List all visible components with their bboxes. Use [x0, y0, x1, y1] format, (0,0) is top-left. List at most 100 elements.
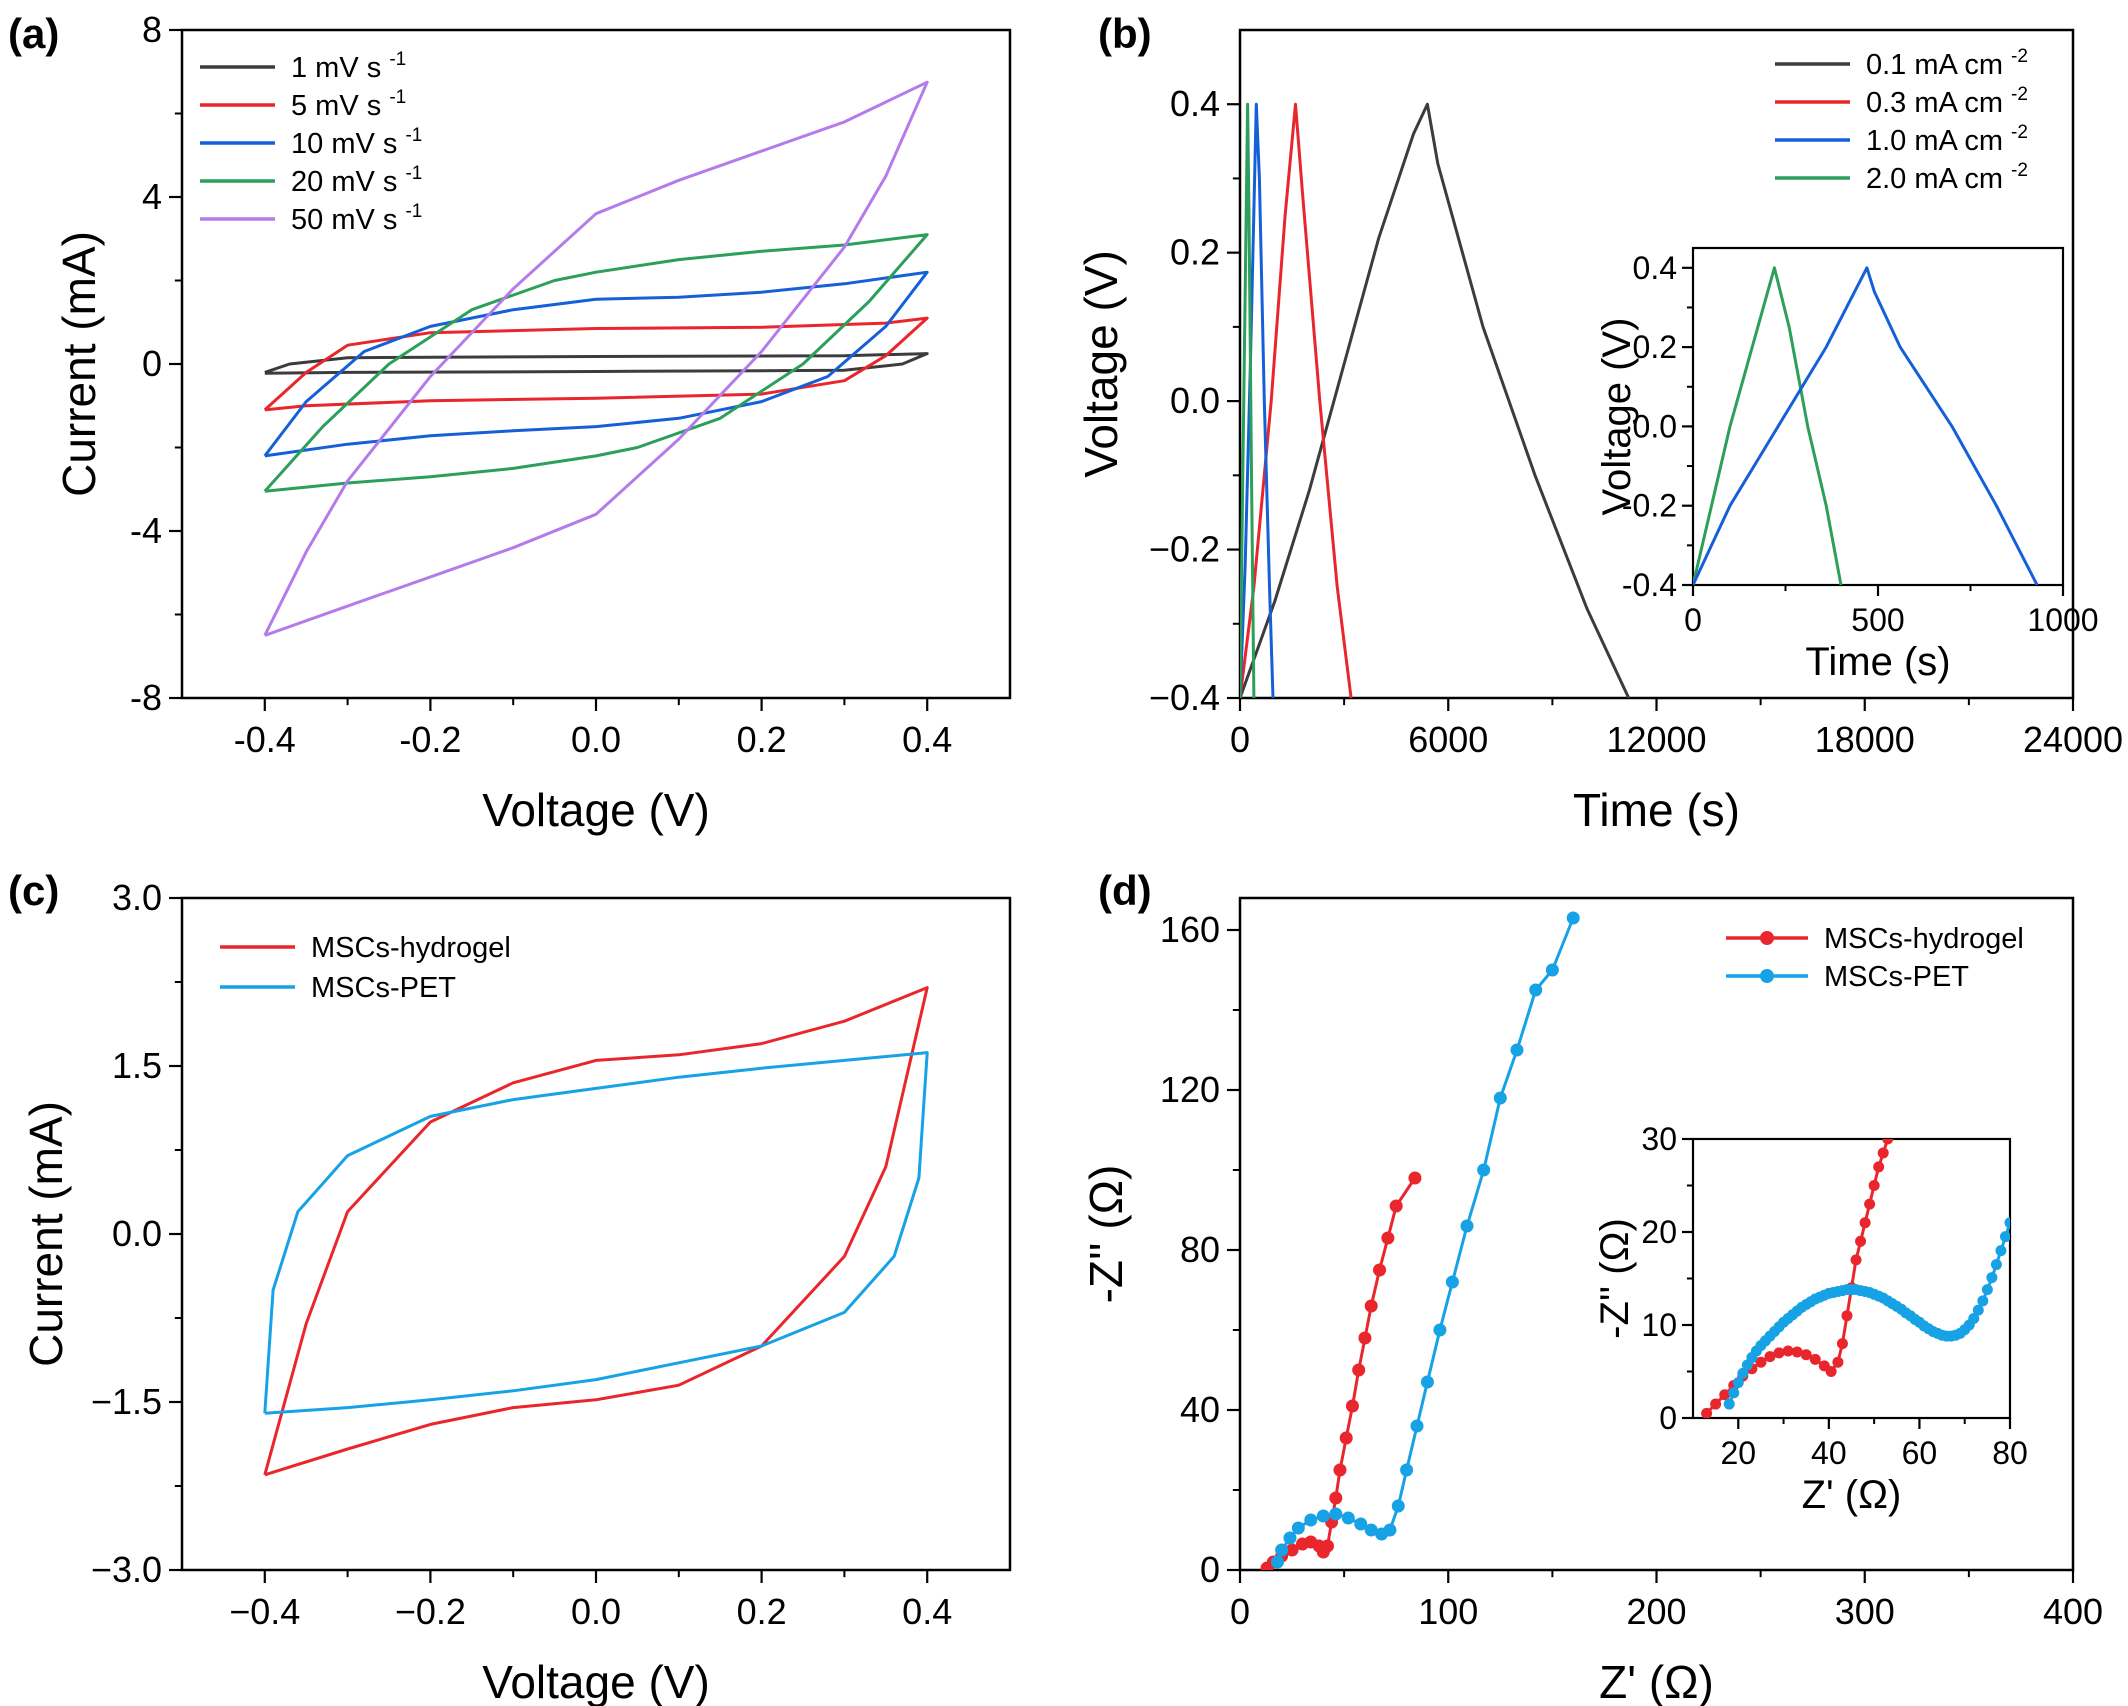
data-point	[1460, 1219, 1474, 1233]
data-point	[1341, 1511, 1355, 1525]
data-point	[1283, 1531, 1297, 1545]
x-tick-label: 0	[1684, 602, 1702, 638]
legend-label: 0.1 mA cm -2	[1866, 46, 2028, 81]
y-axis-title: Voltage (V)	[1075, 250, 1127, 478]
series-line	[1240, 102, 1275, 698]
data-point	[1868, 1180, 1880, 1191]
y-tick-label: -0.2	[1622, 488, 1677, 524]
series-line	[1240, 102, 1353, 698]
y-tick-label: 120	[1160, 1069, 1220, 1110]
y-tick-label: 30	[1641, 1121, 1677, 1157]
data-point	[1275, 1543, 1289, 1557]
data-point	[1850, 1254, 1862, 1266]
y-tick-label: 8	[142, 9, 162, 50]
x-tick-label: −0.2	[395, 1591, 466, 1632]
y-tick-label: 160	[1160, 909, 1220, 950]
y-tick-label: -4	[130, 510, 162, 551]
data-point	[1381, 1231, 1395, 1245]
data-point	[1389, 1199, 1403, 1213]
data-point	[1529, 983, 1543, 997]
x-tick-label: 12000	[1606, 719, 1706, 760]
series-line	[1240, 102, 1631, 698]
y-tick-label: 0.0	[1170, 380, 1220, 421]
y-axis-title: Voltage (V)	[1595, 318, 1639, 516]
panel-1-axes: 0 6000 12000 18000 24000 0.4 0.2 0.0 −0.2 −0.4 Tim…	[1075, 28, 2123, 836]
legend-marker	[1760, 969, 1774, 983]
inset-3-axes: 20 40 60 80 30 20 10 0 Z' (Ω) -Z'' (Ω)	[1593, 1121, 2028, 1517]
x-tick-label: 80	[1992, 1435, 2028, 1471]
series-line	[263, 1051, 929, 1415]
data-point	[1329, 1507, 1343, 1521]
data-point	[1364, 1299, 1378, 1313]
data-point	[1972, 1304, 1984, 1316]
data-point	[1358, 1331, 1372, 1345]
legend-superscript: -1	[389, 49, 406, 70]
data-point	[1545, 963, 1559, 977]
y-axis-title: Current (mA)	[20, 1101, 72, 1367]
data-point	[1728, 1387, 1740, 1399]
inset-1-axes: 0 500 1000 0.4 0.2 0.0 -0.2 -0.4 Time (s) Voltage…	[1595, 246, 2099, 684]
data-point	[2004, 1217, 2010, 1229]
data-point	[1400, 1463, 1414, 1477]
y-tick-label: 1.5	[112, 1045, 162, 1086]
x-tick-label: 0.0	[571, 1591, 621, 1632]
main-series-group-3	[1260, 911, 1580, 1570]
legend-d: MSCs-hydrogel MSCs-PET	[1726, 923, 2024, 993]
series-line	[263, 270, 929, 458]
data-point	[1445, 1275, 1459, 1289]
x-tick-label: 300	[1835, 1591, 1895, 1632]
y-tick-label: 0.4	[1170, 83, 1220, 124]
data-point	[1841, 1310, 1853, 1322]
panel-0-axes: -0.4 -0.2 0.0 0.2 0.4 8 4 0 -4 -8 Voltage (V) Curre…	[53, 9, 1012, 836]
y-axis-title: -Z'' (Ω)	[1593, 1218, 1637, 1339]
data-point	[1800, 1349, 1812, 1361]
legend-superscript: -1	[405, 125, 422, 146]
series-line	[1693, 266, 1843, 585]
data-point	[1339, 1431, 1353, 1445]
series-line	[1693, 266, 2039, 585]
y-tick-label: 10	[1641, 1307, 1677, 1343]
legend-label: 2.0 mA cm -2	[1866, 160, 2028, 195]
x-tick-label: 0.2	[737, 1591, 787, 1632]
data-point	[1291, 1521, 1305, 1535]
y-tick-label: 3.0	[112, 877, 162, 918]
legend-superscript: -2	[2011, 46, 2028, 67]
legend-marker	[1760, 931, 1774, 945]
panel-2-axes: −0.4 −0.2 0.0 0.2 0.4 3.0 1.5 0.0 −1.5 −3.0 Voltag…	[20, 877, 1012, 1706]
y-tick-label: −0.4	[1149, 677, 1220, 718]
y-tick-label: −1.5	[91, 1381, 162, 1422]
y-tick-label: 0	[142, 343, 162, 384]
data-point	[1999, 1231, 2010, 1243]
legend-label: MSCs-hydrogel	[1824, 923, 2024, 955]
data-point	[1354, 1517, 1368, 1531]
data-point	[1410, 1419, 1424, 1433]
data-point	[1986, 1272, 1998, 1284]
legend-superscript: -1	[405, 163, 422, 184]
data-point	[1732, 1377, 1744, 1389]
series-line	[1276, 917, 1575, 1563]
y-tick-label: 80	[1180, 1229, 1220, 1270]
data-point	[1719, 1389, 1731, 1401]
legend-label: MSCs-PET	[1824, 961, 1969, 993]
data-point	[1493, 1091, 1507, 1105]
data-point	[1270, 1555, 1284, 1569]
y-tick-label: −0.2	[1149, 529, 1220, 570]
data-point	[1352, 1363, 1366, 1377]
main-series-group-2	[263, 986, 929, 1477]
legend-label: 10 mV s -1	[291, 125, 422, 160]
data-point	[1723, 1398, 1735, 1410]
series-line	[1240, 102, 1256, 698]
x-axis-title: Time (s)	[1573, 784, 1740, 836]
data-point	[1364, 1523, 1378, 1537]
data-point	[1832, 1356, 1844, 1368]
x-tick-label: 0	[1230, 1591, 1250, 1632]
main-series-group-1	[1240, 102, 1631, 698]
legend-superscript: -2	[2011, 122, 2028, 143]
x-tick-label: 0.4	[902, 719, 952, 760]
data-point	[1329, 1491, 1343, 1505]
data-point	[1320, 1539, 1334, 1553]
y-tick-label: 0.0	[1633, 408, 1677, 444]
x-tick-label: 1000	[2027, 602, 2098, 638]
